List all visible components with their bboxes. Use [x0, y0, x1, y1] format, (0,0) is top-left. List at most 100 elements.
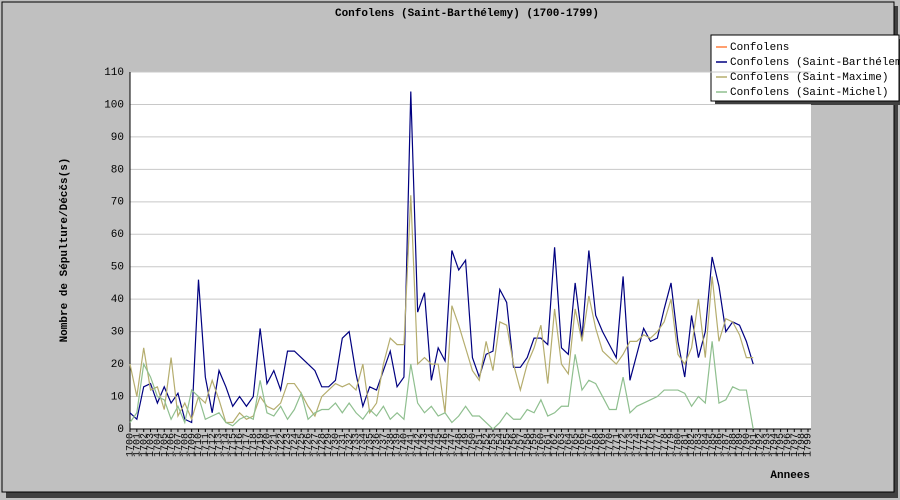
x-tick-label: 1787: [721, 433, 732, 457]
x-tick-label: 1742: [413, 433, 424, 457]
x-tick-label: 1762: [550, 433, 561, 457]
x-tick-label: 1793: [763, 433, 774, 457]
x-tick-label: 1786: [715, 433, 726, 457]
x-tick-label: 1758: [523, 433, 534, 457]
y-tick-label: 30: [111, 327, 124, 339]
x-tick-label: 1746: [441, 433, 452, 457]
x-tick-label: 1777: [653, 433, 664, 457]
x-tick-label: 1711: [201, 433, 212, 457]
y-tick-label: 100: [104, 99, 124, 111]
x-tick-label: 1730: [331, 433, 342, 457]
x-tick-label: 1723: [283, 433, 294, 457]
x-tick-label: 1794: [769, 433, 780, 457]
x-tick-label: 1706: [167, 433, 178, 457]
y-tick-label: 0: [117, 424, 124, 436]
x-tick-label: 1710: [194, 433, 205, 457]
x-tick-label: 1702: [139, 433, 150, 457]
y-tick-label: 40: [111, 294, 124, 306]
x-tick-label: 1747: [448, 433, 459, 457]
x-tick-label: 1725: [297, 433, 308, 457]
x-tick-label: 1784: [701, 433, 712, 457]
y-tick-label: 10: [111, 391, 124, 403]
x-tick-label: 1766: [578, 433, 589, 457]
x-tick-label: 1763: [557, 433, 568, 457]
x-tick-label: 1728: [317, 433, 328, 457]
x-tick-label: 1774: [632, 433, 643, 457]
x-tick-label: 1718: [249, 433, 260, 457]
x-tick-label: 1769: [598, 433, 609, 457]
x-tick-label: 1753: [489, 433, 500, 457]
x-tick-label: 1756: [509, 433, 520, 457]
x-tick-label: 1729: [324, 433, 335, 457]
x-tick-label: 1741: [406, 433, 417, 457]
x-tick-label: 1709: [187, 433, 198, 457]
x-tick-label: 1760: [537, 433, 548, 457]
x-tick-label: 1716: [235, 433, 246, 457]
x-tick-label: 1795: [776, 433, 787, 457]
x-tick-label: 1785: [708, 433, 719, 457]
x-tick-label: 1736: [372, 433, 383, 457]
x-tick-label: 1717: [242, 433, 253, 457]
x-tick-label: 1788: [728, 433, 739, 457]
x-tick-label: 1772: [619, 433, 630, 457]
x-tick-label: 1721: [269, 433, 280, 457]
y-tick-label: 60: [111, 229, 124, 241]
legend-label: Confolens (Saint-Barthélemy): [730, 57, 900, 69]
x-tick-label: 1754: [495, 433, 506, 457]
legend-label: Confolens: [730, 42, 789, 54]
x-tick-label: 1798: [797, 433, 808, 457]
x-tick-label: 1761: [543, 433, 554, 457]
x-tick-label: 1735: [365, 433, 376, 457]
x-tick-label: 1726: [304, 433, 315, 457]
x-axis-label: Annees: [770, 470, 810, 482]
x-tick-label: 1740: [400, 433, 411, 457]
legend-box: [710, 34, 900, 102]
x-tick-label: 1712: [208, 433, 219, 457]
x-tick-label: 1732: [345, 433, 356, 457]
x-tick-label: 1719: [256, 433, 267, 457]
x-tick-label: 1768: [591, 433, 602, 457]
x-tick-label: 1781: [680, 433, 691, 457]
x-tick-label: 1750: [468, 433, 479, 457]
x-tick-label: 1799: [804, 433, 815, 457]
x-tick-label: 1745: [434, 433, 445, 457]
plot-area: [130, 72, 811, 429]
x-tick-label: 1705: [160, 433, 171, 457]
x-tick-label: 1791: [749, 433, 760, 457]
x-tick-label: 1738: [386, 433, 397, 457]
x-tick-label: 1720: [263, 433, 274, 457]
x-tick-label: 1727: [311, 433, 322, 457]
y-axis-label: Nombre de Sépulture/Décčs(s): [59, 158, 71, 343]
x-tick-label: 1796: [783, 433, 794, 457]
x-tick-label: 1792: [756, 433, 767, 457]
y-tick-label: 90: [111, 132, 124, 144]
x-tick-label: 1765: [571, 433, 582, 457]
x-tick-label: 1778: [660, 433, 671, 457]
x-tick-label: 1707: [174, 433, 185, 457]
x-tick-label: 1722: [276, 433, 287, 457]
x-tick-label: 1714: [222, 433, 233, 457]
x-tick-label: 1731: [338, 433, 349, 457]
x-tick-label: 1757: [516, 433, 527, 457]
legend-label: Confolens (Saint-Michel): [730, 87, 888, 99]
x-tick-label: 1748: [454, 433, 465, 457]
x-tick-label: 1713: [215, 433, 226, 457]
x-tick-label: 1770: [605, 433, 616, 457]
x-tick-label: 1700: [126, 433, 137, 457]
legend-label: Confolens (Saint-Maxime): [730, 72, 888, 84]
x-tick-label: 1739: [393, 433, 404, 457]
x-tick-label: 1751: [475, 433, 486, 457]
x-tick-label: 1704: [153, 433, 164, 457]
series-line: [129, 341, 754, 430]
y-tick-label: 80: [111, 164, 124, 176]
x-tick-label: 1703: [146, 433, 157, 457]
x-tick-label: 1789: [735, 433, 746, 457]
y-tick-label: 20: [111, 359, 124, 371]
x-tick-label: 1743: [420, 433, 431, 457]
x-tick-label: 1715: [228, 433, 239, 457]
x-tick-label: 1759: [530, 433, 541, 457]
series-line: [129, 91, 754, 424]
x-tick-label: 1783: [694, 433, 705, 457]
x-tick-label: 1752: [482, 433, 493, 457]
